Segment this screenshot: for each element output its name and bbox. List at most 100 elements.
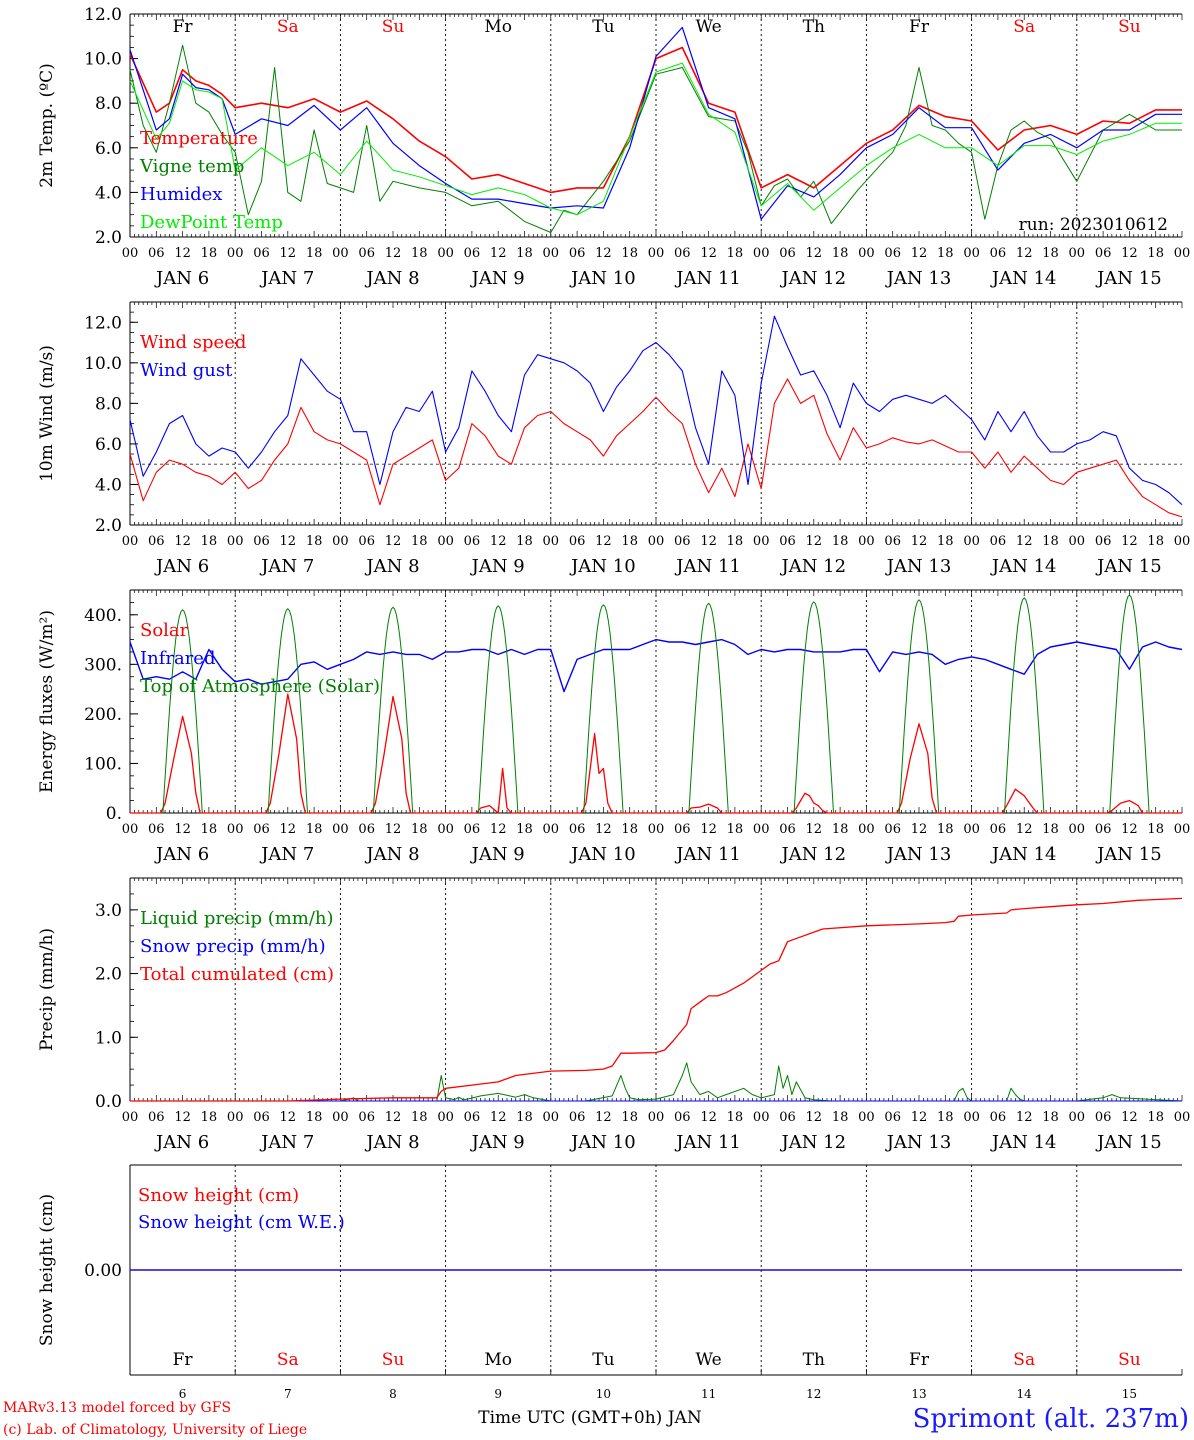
series-line-toa-solar [583,604,624,814]
hour-tick-label: 06 [569,246,586,261]
hour-tick-label: 06 [253,246,270,261]
hour-tick-label: 00 [122,246,139,261]
day-name-label: Fr [173,1350,194,1370]
y-tick-label: 2.0 [95,228,122,248]
date-tick-label: JAN 11 [674,556,741,577]
legend-entry: Wind speed [140,332,246,353]
day-number-label: 11 [701,1387,716,1401]
y-tick-label: 400. [84,606,122,626]
hour-tick-label: 18 [621,1110,638,1125]
legend-entry: DewPoint Temp [140,212,283,233]
series-line-infrared [129,638,1183,693]
y-tick-label: 10.0 [84,354,122,374]
day-name-label: Sa [277,17,299,37]
y-tick-label: 200. [84,705,122,725]
date-tick-label: JAN 6 [154,844,209,865]
hour-tick-label: 06 [253,534,270,549]
hour-tick-label: 18 [411,822,428,837]
hour-tick-label: 06 [569,1110,586,1125]
day-name-label: We [696,1350,722,1370]
series-line-total-cumulated-cm- [130,897,1183,1102]
hour-tick-label: 00 [963,534,980,549]
legend-entry: Infrared [140,648,215,669]
hour-tick-label: 06 [1095,1110,1112,1125]
date-tick-label: JAN 12 [780,844,847,865]
date-tick-label: JAN 12 [780,1132,847,1153]
hour-tick-label: 00 [1174,246,1191,261]
hour-tick-label: 06 [779,246,796,261]
hour-tick-label: 00 [1069,534,1086,549]
hour-tick-label: 00 [963,1110,980,1125]
day-name-label: Tu [592,17,614,37]
series-line-toa-solar [478,605,519,814]
hour-tick-label: 00 [1069,246,1086,261]
date-tick-label: JAN 13 [885,556,952,577]
hour-tick-label: 06 [674,246,691,261]
day-name-label: Su [382,17,405,37]
hour-tick-label: 18 [411,246,428,261]
series-line-dewpoint-temp [129,62,1182,216]
y-tick-label: 1.0 [95,1028,122,1048]
hour-tick-label: 06 [1095,246,1112,261]
hour-tick-label: 06 [464,1110,481,1125]
hour-tick-label: 06 [253,822,270,837]
date-tick-label: JAN 9 [470,844,525,865]
hour-tick-label: 12 [1121,534,1138,549]
hour-tick-label: 06 [674,534,691,549]
date-tick-label: JAN 7 [259,268,314,289]
y-tick-label: 2.0 [95,965,122,985]
energy-panel: 0. 100. 200. 300. 400. Energy fluxes (W/m²) 00… [37,589,1191,865]
day-name-label: Fr [173,17,194,37]
legend-entry: Solar [140,620,189,641]
day-number-label: 10 [596,1387,611,1401]
hour-tick-label: 06 [148,534,165,549]
hour-tick-label: 06 [358,822,375,837]
hour-tick-label: 06 [569,534,586,549]
hour-tick-label: 12 [806,822,823,837]
hour-tick-label: 00 [227,246,244,261]
hour-tick-label: 18 [1147,534,1164,549]
date-tick-label: JAN 14 [990,1132,1057,1153]
hour-tick-label: 00 [437,1110,454,1125]
hour-tick-label: 06 [148,1110,165,1125]
y-axis-label: Precip (mm/h) [37,928,57,1051]
legend-entry: Vigne temp [139,156,244,177]
hour-tick-label: 12 [595,822,612,837]
day-name-label: Sa [1013,17,1035,37]
hour-tick-label: 00 [1174,822,1191,837]
hour-tick-label: 12 [174,1110,191,1125]
hour-tick-label: 12 [911,822,928,837]
hour-tick-label: 06 [990,822,1007,837]
legend-entry: Snow height (cm) [138,1185,299,1206]
hour-tick-label: 00 [753,1110,770,1125]
hour-tick-label: 18 [937,822,954,837]
hour-tick-label: 12 [490,534,507,549]
hour-tick-label: 00 [543,246,560,261]
hour-tick-label: 12 [280,246,297,261]
hour-tick-label: 00 [753,246,770,261]
hour-tick-label: 06 [358,246,375,261]
hour-tick-label: 06 [884,1110,901,1125]
hour-tick-label: 18 [832,822,849,837]
date-tick-label: JAN 10 [569,556,636,577]
hour-tick-label: 00 [963,246,980,261]
hour-tick-label: 00 [1069,822,1086,837]
model-credit: MARv3.13 model forced by GFS [3,1400,231,1416]
hour-tick-label: 18 [516,246,533,261]
date-tick-label: JAN 12 [780,268,847,289]
hour-tick-label: 12 [174,534,191,549]
hour-tick-label: 12 [385,1110,402,1125]
hour-tick-label: 00 [437,534,454,549]
date-tick-label: JAN 11 [674,1132,741,1153]
hour-tick-label: 00 [332,822,349,837]
hour-tick-label: 18 [621,534,638,549]
hour-tick-label: 18 [1042,1110,1059,1125]
date-tick-label: JAN 8 [364,1132,419,1153]
y-tick-label: 100. [84,754,122,774]
snow-panel: 0.00 Snow height (cm) Fr 6 Sa 7 Su 8 Mo 9 Tu 10 We 11… [37,1164,1183,1401]
date-tick-label: JAN 11 [674,268,741,289]
day-name-label: Tu [592,1350,614,1370]
hour-tick-label: 00 [1174,1110,1191,1125]
hour-tick-label: 12 [911,534,928,549]
hour-tick-label: 06 [779,534,796,549]
